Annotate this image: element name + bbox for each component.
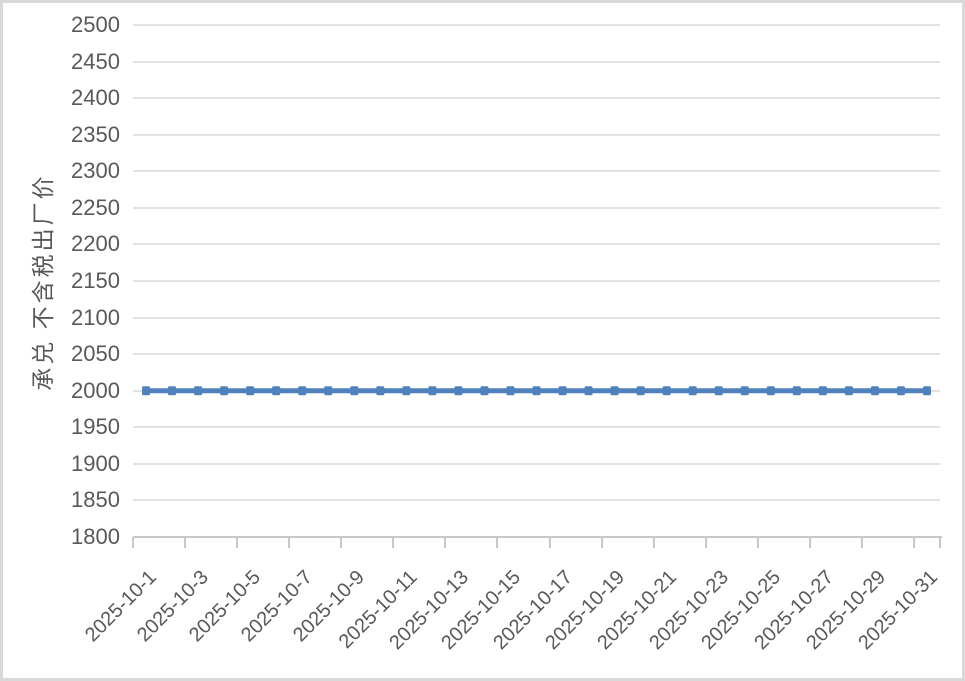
data-point-marker xyxy=(558,386,567,396)
y-tick-label: 2500 xyxy=(71,12,120,37)
data-point-marker xyxy=(688,386,697,396)
data-point-marker xyxy=(922,386,931,396)
data-point-marker xyxy=(142,386,151,396)
data-point-marker xyxy=(454,386,463,396)
x-axis-tick xyxy=(288,537,291,548)
data-point-marker xyxy=(194,386,203,396)
data-point-marker xyxy=(766,386,775,396)
gridline xyxy=(133,170,940,173)
data-point-marker xyxy=(792,386,801,396)
x-axis-tick xyxy=(652,537,655,548)
data-point-marker xyxy=(532,386,541,396)
data-point-marker xyxy=(662,386,671,396)
data-point-marker xyxy=(480,386,489,396)
data-point-marker xyxy=(714,386,723,396)
gridline xyxy=(133,243,940,246)
y-tick-label: 2450 xyxy=(71,48,120,74)
y-tick-label: 1850 xyxy=(71,487,120,513)
data-point-marker xyxy=(168,386,177,396)
x-axis-tick xyxy=(548,537,551,548)
data-point-marker xyxy=(298,386,307,396)
x-axis-tick xyxy=(392,537,395,548)
data-point-marker xyxy=(272,386,281,396)
y-tick-label: 1950 xyxy=(71,414,120,440)
x-axis-tick xyxy=(756,537,759,548)
gridline xyxy=(133,462,940,465)
x-axis-tick xyxy=(236,537,239,548)
y-tick-label: 2250 xyxy=(71,194,120,220)
y-tick-label: 2400 xyxy=(71,85,120,111)
y-tick-label: 1900 xyxy=(71,450,120,476)
data-point-marker xyxy=(870,386,879,396)
gridline xyxy=(133,24,940,26)
gridline xyxy=(133,133,940,136)
data-point-marker xyxy=(610,386,619,396)
y-tick-label: 2050 xyxy=(71,341,120,367)
gridline xyxy=(133,316,940,319)
x-axis-tick xyxy=(600,537,603,548)
data-point-marker xyxy=(350,386,359,396)
x-axis-tick xyxy=(444,537,447,548)
x-axis-tick xyxy=(496,537,499,548)
y-tick-label: 2100 xyxy=(71,304,120,330)
gridline xyxy=(133,60,940,63)
data-point-marker xyxy=(844,386,853,396)
data-point-marker xyxy=(324,386,333,396)
data-point-marker xyxy=(376,386,385,396)
x-axis-tick xyxy=(912,537,915,548)
x-axis-tick xyxy=(132,537,134,548)
data-point-marker xyxy=(740,386,749,396)
data-point-marker xyxy=(402,386,411,396)
gridline xyxy=(133,206,940,209)
x-axis-tick xyxy=(860,537,863,548)
data-point-marker xyxy=(428,386,437,396)
x-axis-tick xyxy=(184,537,187,548)
data-point-marker xyxy=(220,386,229,396)
gridline xyxy=(133,97,940,100)
y-tick-label: 2000 xyxy=(71,377,120,403)
x-axis-tick xyxy=(808,537,811,548)
data-point-marker xyxy=(506,386,515,396)
gridline xyxy=(133,426,940,429)
data-point-marker xyxy=(818,386,827,396)
x-axis-tick xyxy=(939,537,941,548)
y-tick-label: 2300 xyxy=(71,158,120,184)
y-tick-label: 2200 xyxy=(71,231,120,257)
x-axis-tick xyxy=(704,537,707,548)
x-axis-tick xyxy=(340,537,343,548)
data-point-marker xyxy=(584,386,593,396)
x-axis-line xyxy=(133,536,942,538)
gridline xyxy=(133,353,940,356)
y-tick-label: 1800 xyxy=(71,524,120,549)
gridline xyxy=(133,499,940,502)
data-point-marker xyxy=(246,386,255,396)
y-tick-label: 2350 xyxy=(71,121,120,147)
data-point-marker xyxy=(636,386,645,396)
y-tick-label: 2150 xyxy=(71,268,120,293)
gridline xyxy=(133,280,940,282)
data-point-marker xyxy=(896,386,905,396)
